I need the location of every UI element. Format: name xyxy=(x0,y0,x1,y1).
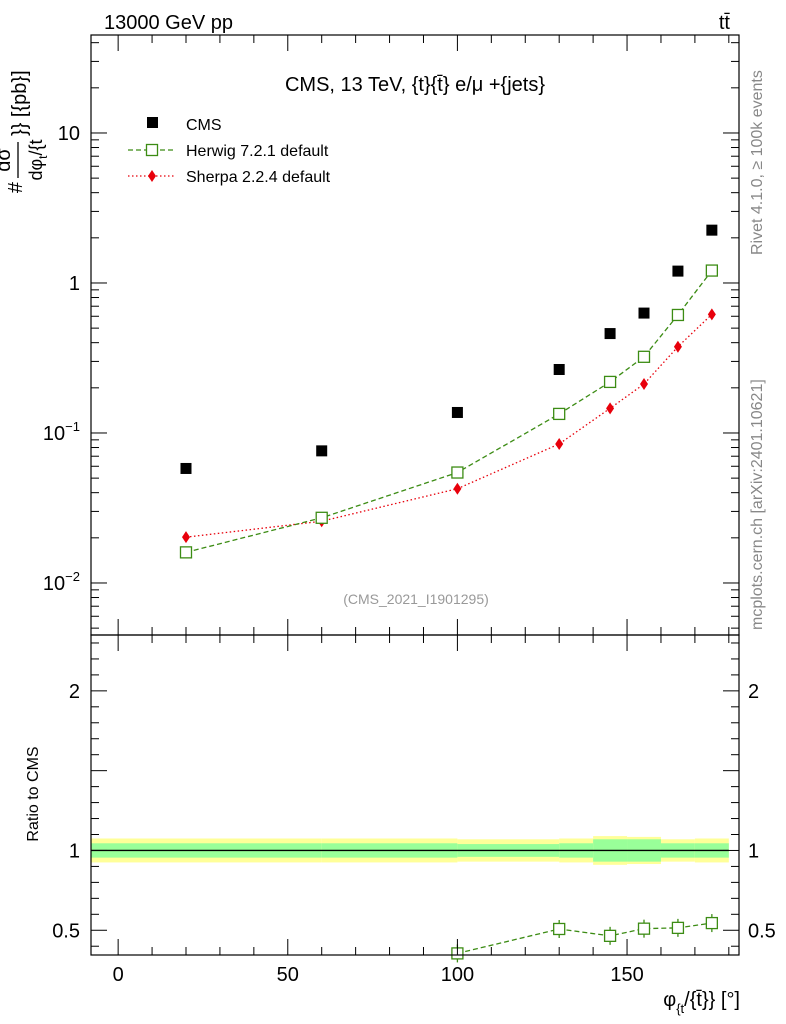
cms-point xyxy=(451,406,463,418)
main-y-tick-label: 10−1 xyxy=(43,419,80,445)
ratio-panel: 0.5 0.5 1 1 2 2 0 50 100 150 Ratio to CMS φ{t/{t̄… xyxy=(25,634,776,1016)
cms-point xyxy=(706,224,718,236)
herwig-point xyxy=(705,264,719,277)
ratio-plot-frame xyxy=(90,634,740,956)
cms-point xyxy=(638,307,650,319)
rivet-version-label: Rivet 4.1.0, ≥ 100k events xyxy=(749,70,766,255)
main-y-axis-label: # dσ dφt/{t }} [{pb}] xyxy=(0,70,50,193)
cms-point xyxy=(672,265,684,277)
cms-point xyxy=(604,328,616,340)
ratio-herwig-point xyxy=(553,922,566,936)
ratio-y-tick-label-left: 0.5 xyxy=(52,920,80,942)
herwig-line xyxy=(185,270,713,553)
main-y-tick-label: 10 xyxy=(58,123,80,145)
process-label: tt̄ xyxy=(719,12,731,34)
y-label-denominator: dφt/{t xyxy=(26,139,50,180)
plot-title: CMS, 13 TeV, {t}{t̄} e/μ +{jets} xyxy=(285,74,545,96)
sherpa-point xyxy=(606,402,615,415)
main-y-tick-label: 10−2 xyxy=(43,569,80,595)
ratio-y-tick-label-right: 1 xyxy=(748,840,759,862)
ratio-herwig-point xyxy=(705,916,719,930)
main-panel: 10−2 10−1 1 10 CMS, 13 TeV, {t}{t̄} e/μ +{j… xyxy=(0,34,740,636)
sherpa-point xyxy=(453,482,462,495)
x-tick-label: 0 xyxy=(113,964,124,986)
sherpa-point xyxy=(707,308,716,321)
herwig-point xyxy=(553,407,566,421)
y-label-unit: }} [{pb}] xyxy=(9,70,31,136)
main-axes: 10−2 10−1 1 10 xyxy=(43,35,739,635)
cms-point xyxy=(180,462,192,474)
legend-cms-marker xyxy=(147,117,158,128)
legend-herwig-marker xyxy=(145,143,159,157)
cms-point xyxy=(316,445,328,457)
sherpa-line xyxy=(185,313,713,538)
y-label-numerator: dσ xyxy=(0,148,15,172)
main-y-tick-label: 1 xyxy=(69,273,80,295)
cms-point xyxy=(553,363,565,375)
legend-herwig-label: Herwig 7.2.1 default xyxy=(186,143,329,160)
ratio-herwig-point xyxy=(603,929,617,942)
herwig-point xyxy=(637,350,651,363)
mcplots-label: mcplots.cern.ch [arXiv:2401.10621] xyxy=(749,379,766,630)
legend-sherpa-label: Sherpa 2.2.4 default xyxy=(186,169,331,186)
collision-energy-label: 13000 GeV pp xyxy=(104,12,233,34)
sherpa-point xyxy=(640,378,649,391)
ratio-data-marks xyxy=(91,836,729,963)
ratio-axes: 0.5 0.5 1 1 2 2 0 50 100 150 xyxy=(52,635,776,986)
sherpa-point xyxy=(673,340,682,353)
sherpa-point xyxy=(181,531,190,544)
ratio-y-tick-label-right: 0.5 xyxy=(748,920,776,942)
ratio-y-axis-label: Ratio to CMS xyxy=(25,746,42,841)
legend-cms-label: CMS xyxy=(186,117,222,134)
y-label-prefix: # xyxy=(5,181,27,193)
ratio-herwig-point xyxy=(637,922,651,935)
x-tick-label: 50 xyxy=(277,964,299,986)
x-axis-label: φ{t/{t̄}} [°] xyxy=(663,989,740,1016)
ratio-y-tick-label-left: 2 xyxy=(69,681,80,703)
herwig-point xyxy=(603,375,617,389)
legend-sherpa-marker xyxy=(148,170,156,182)
ratio-herwig-point xyxy=(671,921,685,935)
legend: CMS Herwig 7.2.1 default Sherpa 2.2.4 de… xyxy=(128,117,331,186)
ratio-y-tick-label-right: 2 xyxy=(748,681,759,703)
x-tick-label: 100 xyxy=(441,964,474,986)
herwig-point xyxy=(315,511,328,524)
sherpa-point xyxy=(555,437,564,450)
analysis-watermark: (CMS_2021_I1901295) xyxy=(343,591,489,607)
main-data-marks xyxy=(179,224,719,559)
x-tick-label: 150 xyxy=(610,964,643,986)
herwig-point xyxy=(179,546,193,559)
herwig-point xyxy=(451,466,464,479)
ratio-y-tick-label-left: 1 xyxy=(69,840,80,862)
herwig-point xyxy=(671,308,685,322)
